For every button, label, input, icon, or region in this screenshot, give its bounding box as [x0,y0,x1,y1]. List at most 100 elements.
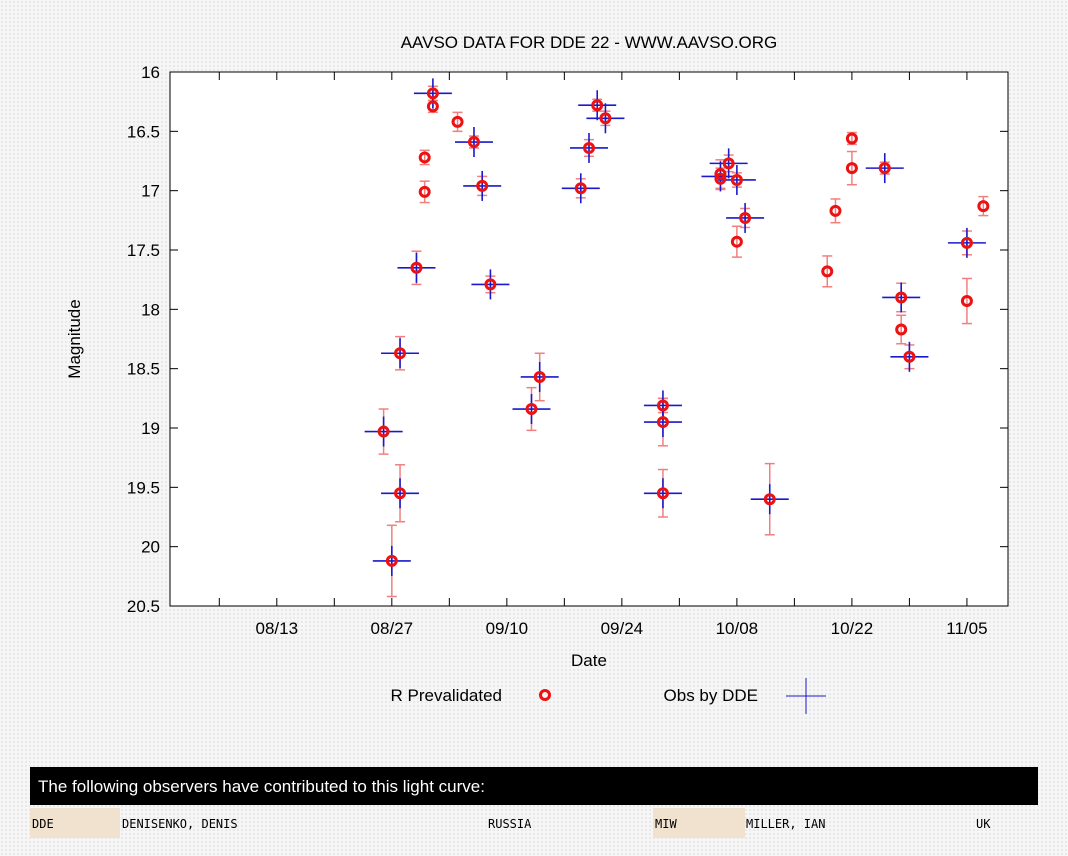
dde-cross [586,103,625,134]
legend: R Prevalidated Obs by DDE [390,678,826,714]
y-tick-label: 17.5 [127,241,160,260]
r-prevalidated-point [394,487,407,500]
r-prevalidated-point [714,168,727,181]
r-prevalidated-point [895,323,908,336]
r-prevalidated-point [722,157,735,170]
observer-code: MIW [653,808,745,838]
dde-cross [865,153,904,184]
light-curve-chart: AAVSO DATA FOR DDE 22 - WWW.AAVSO.ORG 16… [65,33,1009,714]
r-prevalidated-point [591,99,604,112]
dde-cross [570,132,608,163]
observer-code: DDE [30,808,120,838]
r-prevalidated-point [829,204,842,217]
error-bar [961,277,972,325]
y-tick-label: 20.5 [127,597,160,616]
dde-cross [643,407,682,438]
dde-cross [520,361,559,392]
r-prevalidated-point [977,200,990,213]
x-tick-label: 08/13 [256,619,299,638]
r-prevalidated-point [574,182,587,195]
dde-cross [454,127,493,158]
dde-cross [372,545,411,576]
x-tick-label: 08/27 [371,619,414,638]
r-prevalidated-point [960,236,973,249]
observer-name: DENISENKO, DENIS [122,817,238,831]
dde-cross [381,478,420,509]
dde-crosses [364,78,986,576]
observer-country: RUSSIA [488,817,532,831]
dde-cross [643,478,682,509]
x-tick-label: 11/05 [946,619,987,638]
error-bar [978,195,989,217]
r-prevalidated-point [656,487,669,500]
r-prevalidated-point [656,416,669,429]
dde-cross [512,394,551,425]
chart-title: AAVSO DATA FOR DDE 22 - WWW.AAVSO.ORG [401,33,778,52]
x-tick-label: 10/22 [831,619,874,638]
error-bar [896,314,907,345]
dde-cross [947,227,986,258]
r-prevalidated-point [763,493,776,506]
r-prevalidated-point [730,173,743,186]
error-bar [419,180,430,204]
observers-row: DDE DENISENKO, DENIS RUSSIA MIW MILLER, … [30,808,1038,838]
r-prevalidated-point [845,162,858,175]
y-tick-label: 16 [141,63,160,82]
dde-cross [364,416,403,447]
x-axis: 08/13 08/27 09/10 09/24 10/08 10/22 11/05 [218,72,988,638]
dde-cross [578,90,617,121]
observer-name: MILLER, IAN [746,817,826,831]
r-prevalidated-point [714,172,727,185]
r-prevalidated-point [895,291,908,304]
r-prevalidated-point [377,425,390,438]
r-prevalidated-point [418,185,431,198]
r-prevalidated-point [451,115,464,128]
r-prevalidated-point [656,399,669,412]
r-prevalidated-point [525,403,538,416]
error-bar [731,225,742,258]
r-prevalidated-point [583,141,595,154]
r-prevalidated-point [418,151,431,164]
r-prevalidated-point [533,370,546,383]
legend-label-r-prevalidated: R Prevalidated [390,686,502,705]
legend-marker-red-circle [539,689,551,701]
error-bar [822,255,833,288]
legend-label-obs-by-dde: Obs by DDE [664,686,758,705]
r-prevalidated-point [476,179,489,192]
dde-cross [561,173,600,204]
x-tick-label: 09/24 [601,619,644,638]
legend-marker-blue-cross [786,678,826,714]
x-tick-label: 10/08 [716,619,759,638]
y-tick-label: 19 [141,419,160,438]
r-prevalidated-point [960,295,973,308]
x-axis-label: Date [571,651,607,670]
y-tick-label: 19.5 [127,478,160,497]
dde-cross [709,148,748,179]
y-tick-label: 17 [141,182,160,201]
dde-cross [890,341,929,372]
y-axis: 16 16.5 17 17.5 18 18.5 19 19.5 20 20.5 [127,63,1008,616]
y-tick-label: 20 [141,538,160,557]
r-prevalidated-point [410,261,423,274]
r-prevalidated-point [426,100,439,113]
dde-cross [882,282,921,313]
r-prevalidated-point [845,132,858,145]
dde-cross [726,202,765,233]
r-prevalidated-point [599,112,612,125]
r-prevalidated-point [878,162,891,175]
r-prevalidated-point [730,235,743,248]
observer-country: UK [976,817,991,831]
dde-cross [397,252,436,283]
error-bar [452,111,463,133]
r-prevalidated-point [385,554,398,567]
r-prevalidated-point [821,265,834,278]
error-bar [830,198,841,224]
observers-header: The following observers have contributed… [30,767,1038,805]
error-bar [846,150,857,186]
r-prevalidated-points [377,87,990,567]
x-tick-label: 09/10 [486,619,529,638]
dde-cross [750,484,789,515]
r-prevalidated-point [467,136,480,149]
dde-cross [463,170,502,201]
r-prevalidated-point [394,347,407,360]
